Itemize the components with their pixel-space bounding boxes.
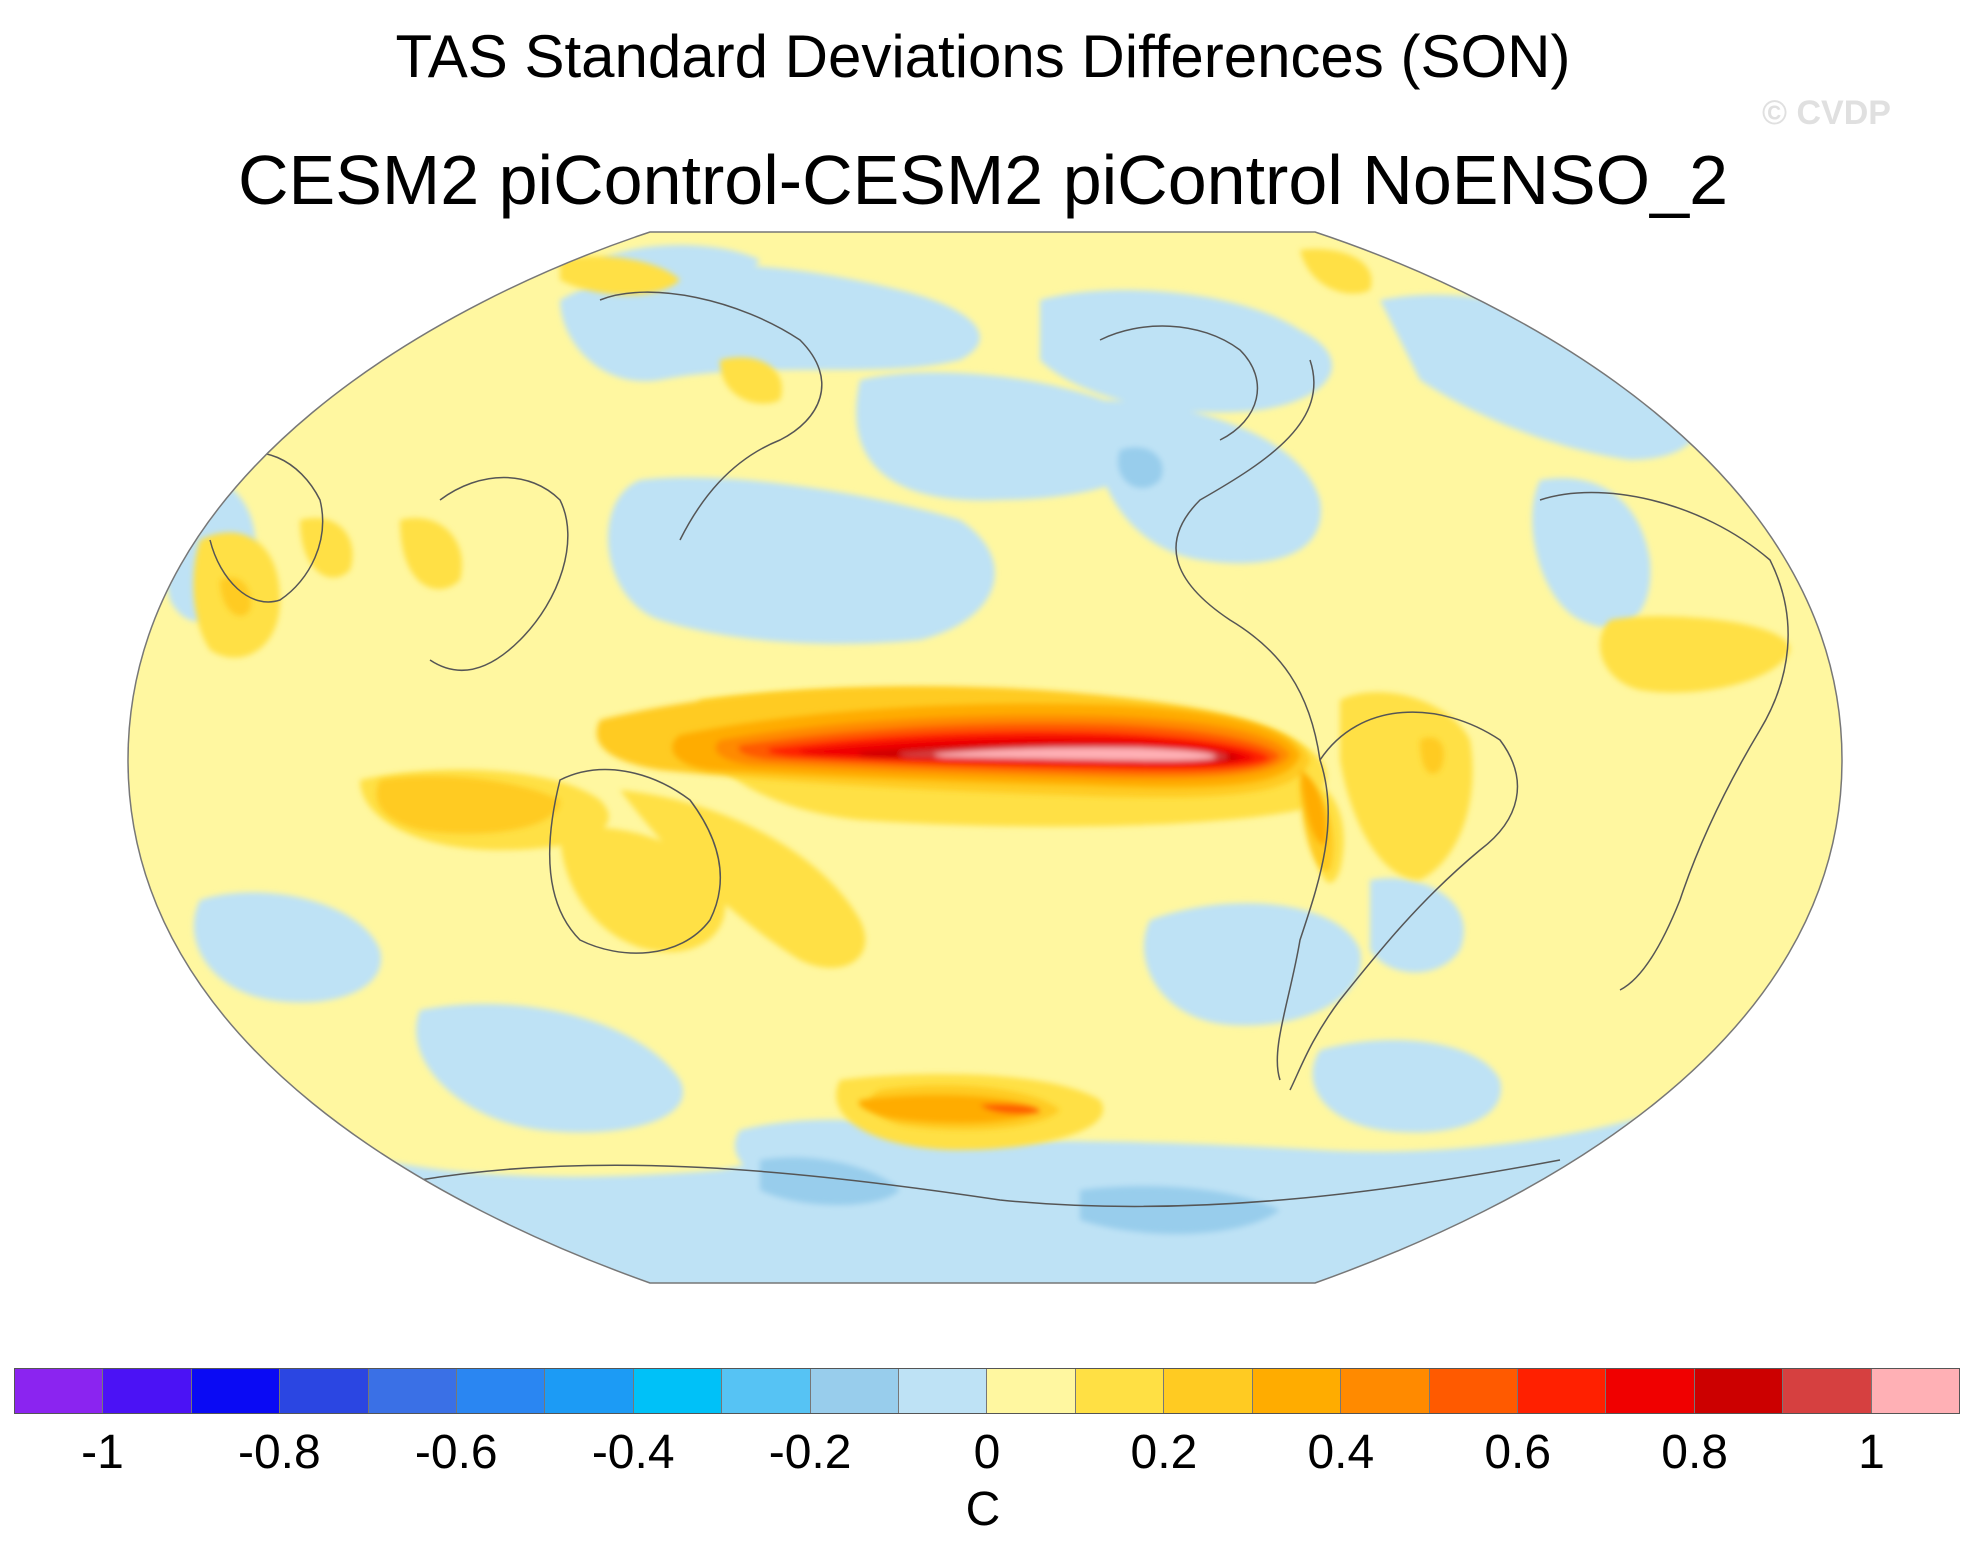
colorbar-tick-label: 0.4	[1307, 1426, 1375, 1479]
colorbar-swatch	[15, 1369, 104, 1413]
colorbar-swatch	[1164, 1369, 1253, 1413]
colorbar-swatch	[368, 1369, 458, 1413]
coastlines	[209, 291, 1789, 1208]
colorbar-tick-label: -0.2	[768, 1426, 852, 1479]
colorbar-tick-label: 0	[973, 1426, 1001, 1479]
colorbar-swatch	[987, 1369, 1076, 1413]
map-canvas	[127, 231, 1843, 1284]
colorbar-swatch	[722, 1369, 811, 1413]
colorbar-tick-label: -0.4	[591, 1426, 675, 1479]
colorbar-tick-label: 1	[1858, 1426, 1885, 1479]
colorbar-swatch	[280, 1369, 369, 1413]
colorbar-swatch	[633, 1369, 723, 1413]
colorbar-tick-label: 0.8	[1661, 1426, 1728, 1479]
watermark: © CVDP	[1762, 94, 1891, 132]
map-title: TAS Standard Deviations Differences (SON…	[395, 23, 1571, 90]
negative-anomaly-regions	[163, 245, 1800, 1283]
colorbar-swatch	[1694, 1369, 1784, 1413]
colorbar-swatch	[1871, 1369, 1959, 1413]
colorbar-swatch	[810, 1369, 900, 1413]
colorbar-swatch	[1783, 1369, 1872, 1413]
colorbar-tick-label: 0.2	[1130, 1426, 1198, 1479]
colorbar-swatch	[457, 1369, 546, 1413]
colorbar-swatch	[191, 1369, 281, 1413]
colorbar-unit: C	[965, 1483, 1001, 1536]
colorbar-swatch	[103, 1369, 192, 1413]
colorbar-tick-label: -0.6	[414, 1426, 498, 1479]
map-border	[127, 231, 1843, 1284]
colorbar-swatch	[1606, 1369, 1695, 1413]
darker-negative-regions	[760, 447, 1280, 1234]
map-subtitle: CESM2 piControl-CESM2 piControl NoENSO_2	[238, 141, 1728, 219]
colorbar-swatch	[1341, 1369, 1430, 1413]
positive-strong-regions	[672, 703, 1327, 1123]
colorbar-swatch	[899, 1369, 988, 1413]
colorbar-swatch	[1429, 1369, 1518, 1413]
colorbar-tick-label: -0.8	[238, 1426, 321, 1479]
colorbar-swatch	[1075, 1369, 1165, 1413]
colorbar-tick-label: -1	[81, 1426, 124, 1479]
colorbar-swatch	[1517, 1369, 1607, 1413]
colorbar-swatch	[1252, 1369, 1342, 1413]
colorbar-tick-label: 0.6	[1484, 1426, 1552, 1479]
colorbar-swatch	[545, 1369, 634, 1413]
colorbar	[14, 1368, 1960, 1414]
